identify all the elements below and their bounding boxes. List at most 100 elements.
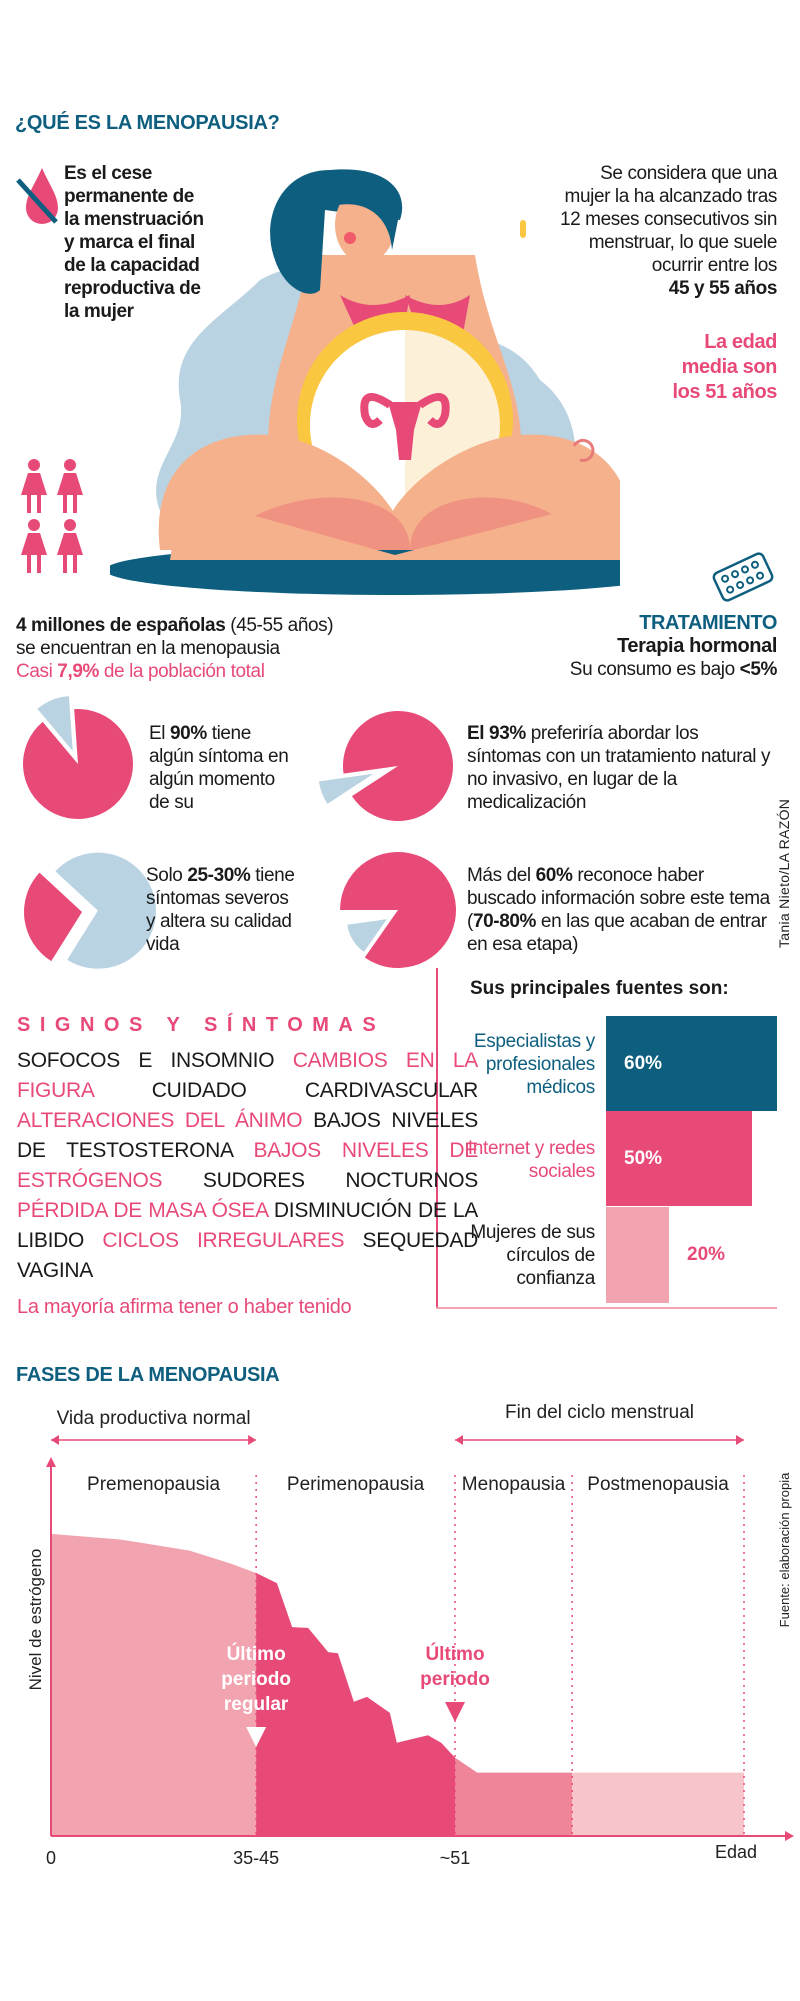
age-range: 45 y 55 años xyxy=(668,278,778,299)
span-label: Fin del ciclo menstrual xyxy=(505,1402,694,1423)
stat-pies xyxy=(22,696,457,969)
population-count: 4 millones de españolas xyxy=(16,615,226,636)
woman-icon xyxy=(57,519,83,573)
criteria-line: mujer la ha alcanzado tras xyxy=(564,186,778,207)
treatment-name: Terapia hormonal xyxy=(617,635,777,657)
phase-area-1 xyxy=(256,1573,456,1836)
symptoms-title: SIGNOS Y SÍNTOMAS xyxy=(17,1014,386,1036)
symptom-item: BAJOS NIVELES DE ESTRÓGENOS xyxy=(17,1139,478,1192)
stat-prefix: El xyxy=(149,723,170,744)
population-block: 4 millones de españolas (45-55 años) se … xyxy=(16,614,416,683)
criteria-text: Se considera que una mujer la ha alcanzad… xyxy=(487,162,777,300)
symptom-item: ALTERACIONES DEL ÁNIMO xyxy=(17,1109,303,1132)
phase-label: Postmenopausia xyxy=(587,1474,729,1495)
stat-value: 60% xyxy=(535,865,573,886)
sources-divider-horizontal xyxy=(436,1307,777,1309)
average-age-line: los 51 años xyxy=(672,381,777,403)
symptom-item: DISMINUCIÓN DE LA LIBIDO xyxy=(17,1199,478,1252)
symptom-item: CAMBIOS EN LA FIGURA xyxy=(17,1049,478,1102)
credit: Tania Nieto/LA RAZÓN xyxy=(776,798,792,948)
section-title-what-is: ¿QUÉ ES LA MENOPAUSIA? xyxy=(15,112,280,134)
woman-icon xyxy=(21,459,47,513)
annotation-label: regular xyxy=(224,1694,289,1715)
definition-line: la menstruación xyxy=(64,209,204,230)
source-value: 60% xyxy=(624,1052,663,1074)
definition-line: reproductiva de xyxy=(64,278,201,299)
phase-label: Menopausia xyxy=(462,1474,566,1495)
definition-line: de la capacidad xyxy=(64,255,200,276)
women-group-icon xyxy=(21,459,83,573)
stat-text-end: en las que acaban de entrar en esa etapa… xyxy=(467,911,767,955)
pie-93-main xyxy=(343,711,453,821)
stat-value: El 93% xyxy=(467,723,526,744)
symptom-item: SOFOCOS E INSOMNIO xyxy=(17,1049,275,1072)
woman-illustration xyxy=(110,169,620,595)
annotation-label: Último xyxy=(227,1643,286,1665)
source-bar: 60% xyxy=(606,1016,777,1111)
x-axis-label: Edad xyxy=(715,1842,757,1862)
pie-25-30-main xyxy=(23,872,82,962)
woman-icon xyxy=(57,459,83,513)
y-axis-label: Nivel de estrógeno xyxy=(26,1549,45,1691)
woman-icon xyxy=(21,519,47,573)
stat-text-60: Más del 60% reconoce haber buscado infor… xyxy=(467,864,777,956)
stat-value: 25-30% xyxy=(187,865,251,886)
annotation-label: periodo xyxy=(420,1669,490,1690)
symptom-item: BAJOS NIVELES DE TESTOSTERONA xyxy=(17,1109,479,1162)
source-label: Internet y redes sociales xyxy=(467,1138,596,1182)
source-label: Fuente: elaboración propia xyxy=(777,1472,792,1627)
stat-prefix: Solo xyxy=(146,865,188,886)
criteria-line: Se considera que una xyxy=(600,163,777,184)
annotation-label: periodo xyxy=(221,1669,291,1690)
source-value: 20% xyxy=(687,1244,726,1265)
woman-body xyxy=(21,473,47,513)
source-bar: 20% xyxy=(606,1207,725,1303)
phase-area-2 xyxy=(455,1757,573,1836)
criteria-line: 12 meses consecutivos sin xyxy=(559,209,777,230)
stat-text-25-30: Solo 25-30% tiene síntomas severos y alt… xyxy=(146,864,296,956)
stat-text: tiene síntomas severos y altera su calid… xyxy=(146,865,295,955)
average-age-line: media son xyxy=(681,356,778,378)
x-tick-label: 35-45 xyxy=(233,1848,279,1868)
symptom-item: SEQUEDAD VAGINA xyxy=(17,1229,478,1282)
stat-value-secondary: 70-80% xyxy=(472,911,537,932)
symptoms-footer: La mayoría afirma tener o haber tenido xyxy=(17,1296,352,1318)
pie-93-rest xyxy=(318,773,374,804)
woman-head xyxy=(28,459,40,471)
population-pct: 7,9% xyxy=(57,661,100,682)
criteria-line: menstruar, lo que suele xyxy=(588,232,778,253)
treatment-title: TRATAMIENTO xyxy=(639,612,777,634)
stat-value: 90% xyxy=(169,723,207,744)
source-value: 50% xyxy=(624,1147,663,1169)
average-age-line: La edad xyxy=(704,331,777,353)
stat-text: tiene algún síntoma en algún momento de … xyxy=(149,723,289,813)
source-bar: 50% xyxy=(606,1111,752,1206)
y-axis-arrow xyxy=(46,1457,56,1467)
stat-text: reconoce haber buscado información sobre… xyxy=(467,865,770,932)
treatment-usage-value: <5% xyxy=(739,659,778,680)
population-pct-prefix: Casi xyxy=(16,661,58,682)
phase-label: Perimenopausia xyxy=(287,1474,425,1495)
woman-body xyxy=(57,473,83,513)
definition-text: Es el cese permanente de la menstruación y … xyxy=(64,162,234,323)
annotation-arrow xyxy=(445,1702,466,1722)
stat-text: preferiría abordar los síntomas con un t… xyxy=(467,723,771,813)
pie-90-rest xyxy=(37,696,73,752)
definition-line: permanente de xyxy=(64,186,194,207)
x-axis-arrow xyxy=(785,1831,794,1841)
phase-area-3 xyxy=(572,1772,744,1836)
source-label: Especialistas y profesionales médicos xyxy=(473,1031,595,1098)
symptom-item: SUDORES NOCTURNOS xyxy=(202,1169,478,1192)
annotation-label: Último xyxy=(425,1643,484,1665)
source-label: Mujeres de sus círculos de confianza xyxy=(470,1222,595,1289)
population-pct-suffix: de la población total xyxy=(99,661,265,682)
treatment-usage-label: Su consumo es bajo xyxy=(569,659,740,680)
no-blood-drop-icon xyxy=(16,168,58,224)
annotation-arrow xyxy=(246,1727,267,1747)
woman-head xyxy=(64,519,76,531)
definition-line: y marca el final xyxy=(64,232,195,253)
woman-body xyxy=(21,533,47,573)
average-age: La edad media son los 51 años xyxy=(577,330,777,405)
symptom-item: PÉRDIDA DE MASA ÓSEA xyxy=(17,1199,268,1222)
criteria-line: ocurrir entre los xyxy=(651,255,778,276)
